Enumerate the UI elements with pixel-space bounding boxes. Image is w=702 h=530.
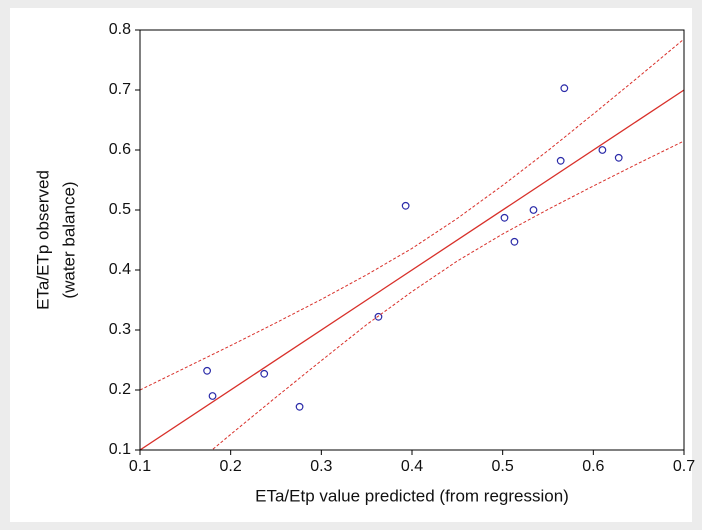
x-tick-label: 0.7: [673, 458, 695, 475]
data-point: [556, 156, 565, 165]
y-tick-label: 0.1: [109, 441, 131, 458]
x-tick-label: 0.1: [129, 458, 151, 475]
data-point: [598, 146, 607, 154]
plot-area: [140, 38, 684, 450]
x-tick-label: 0.4: [401, 458, 423, 475]
x-tick-label: 0.5: [492, 458, 514, 475]
data-point: [560, 84, 569, 93]
data-point: [401, 201, 410, 210]
y-tick-label: 0.8: [109, 21, 131, 38]
x-tick-label: 0.3: [310, 458, 332, 475]
x-tick-label: 0.2: [220, 458, 242, 475]
y-tick-label: 0.4: [109, 261, 131, 278]
y-tick-label: 0.7: [109, 81, 131, 98]
data-point: [208, 392, 217, 400]
y-axis-label: ETa/ETp observed: [33, 170, 52, 310]
panel: [10, 8, 692, 522]
x-axis-label: ETa/Etp value predicted (from regression…: [255, 486, 569, 505]
y-tick-label: 0.6: [109, 141, 131, 158]
x-tick-label: 0.6: [582, 458, 604, 475]
y-tick-label: 0.5: [109, 201, 131, 218]
y-tick-label: 0.2: [109, 381, 131, 398]
y-axis-label: (water balance): [59, 181, 78, 298]
confidence-band: [140, 38, 684, 391]
data-point: [203, 366, 211, 375]
data-point: [295, 402, 304, 411]
y-tick-label: 0.3: [109, 321, 131, 338]
data-point: [260, 369, 269, 378]
data-point: [614, 153, 623, 162]
data-point: [374, 312, 383, 321]
fit-line: [140, 89, 684, 450]
data-point: [529, 206, 538, 214]
data-point: [500, 213, 509, 222]
data-point: [510, 237, 519, 246]
